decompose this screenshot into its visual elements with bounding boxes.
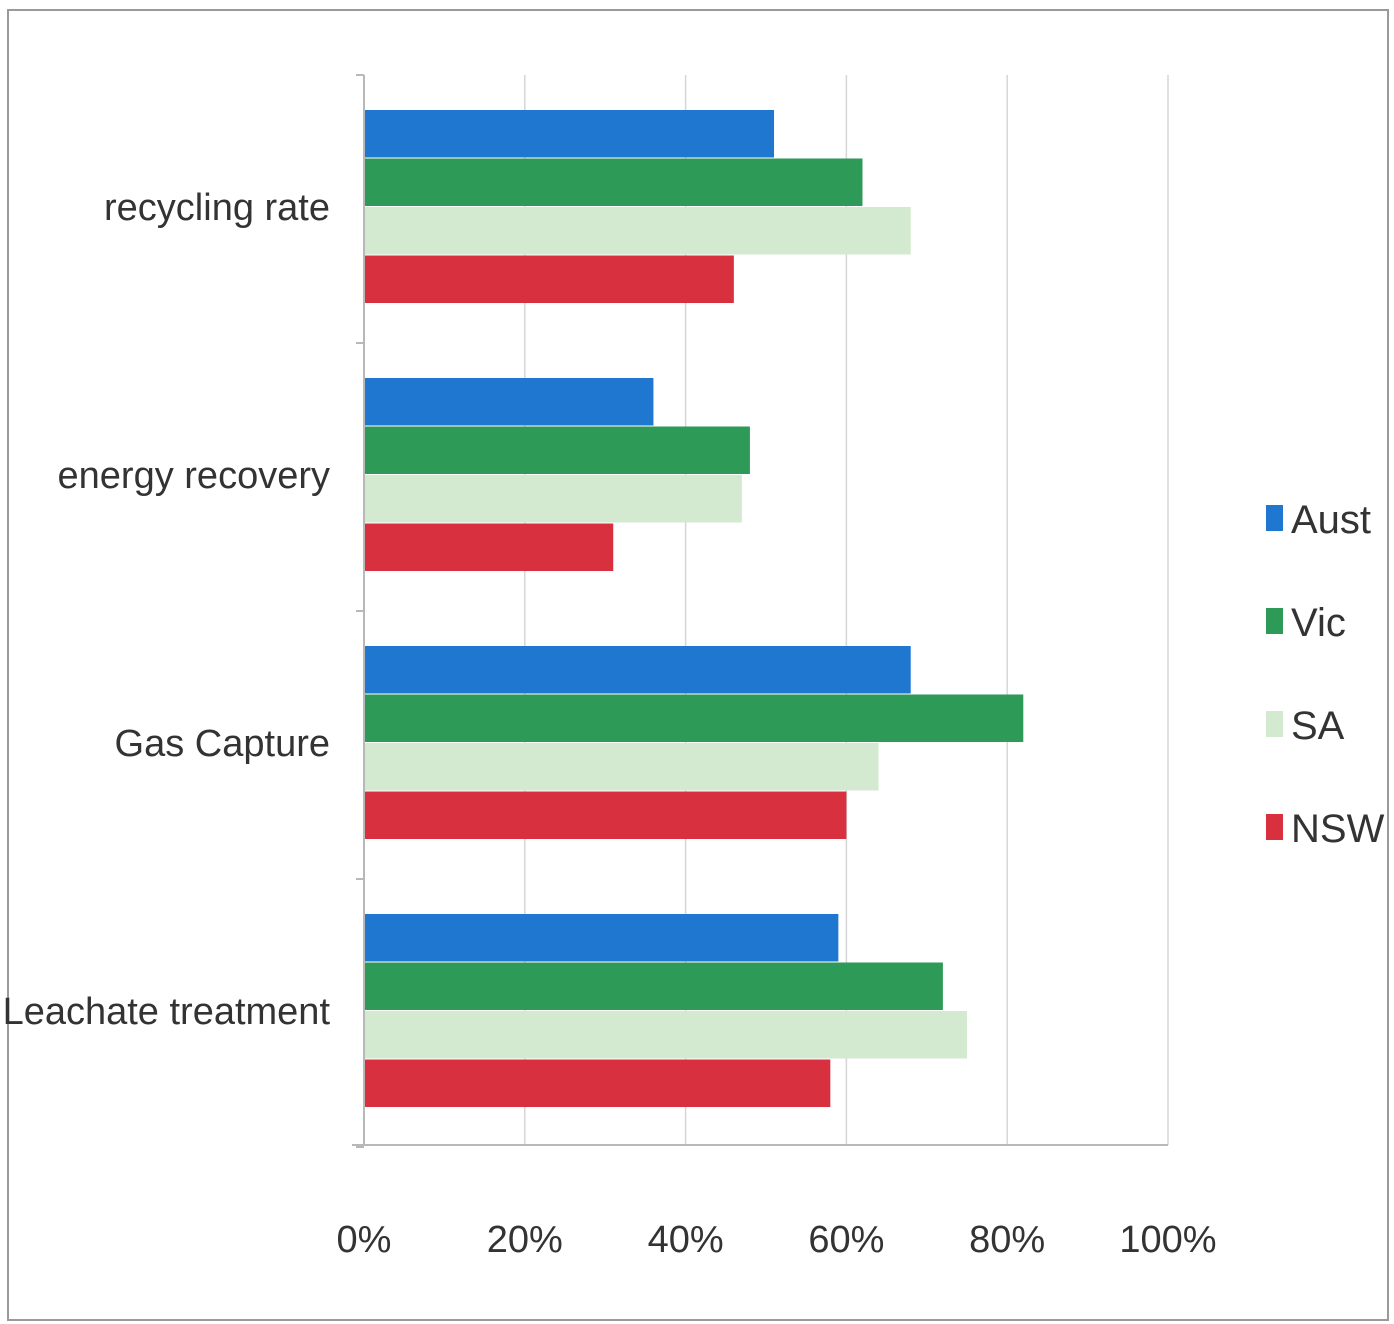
x-tick-labels: 0% 20% 40% 60% 80% 100% <box>337 1219 1217 1261</box>
bar-vic <box>364 962 943 1010</box>
x-tick-label: 60% <box>808 1219 884 1261</box>
x-tick-label: 100% <box>1119 1219 1216 1261</box>
bar-sa <box>364 1011 967 1059</box>
legend-label-sa: SA <box>1291 704 1345 748</box>
axes <box>352 74 1168 1148</box>
bar-nsw <box>364 791 847 839</box>
x-tick-label: 20% <box>487 1219 563 1261</box>
legend: Aust Vic SA NSW <box>1266 498 1385 851</box>
bar-vic <box>364 694 1024 742</box>
x-tick-label: 0% <box>337 1219 392 1261</box>
category-label: Gas Capture <box>115 723 330 765</box>
bar-nsw <box>364 1059 831 1107</box>
category-label: Leachate treatment <box>3 991 331 1033</box>
legend-swatch-vic <box>1266 608 1283 634</box>
x-tick-label: 40% <box>648 1219 724 1261</box>
legend-label-aust: Aust <box>1291 498 1371 542</box>
bar-sa <box>364 475 742 523</box>
legend-swatch-aust <box>1266 505 1283 531</box>
bar-nsw <box>364 255 734 303</box>
legend-swatch-sa <box>1266 711 1283 737</box>
bar-aust <box>364 378 654 426</box>
bar-aust <box>364 914 839 962</box>
bar-vic <box>364 426 750 474</box>
bar-sa <box>364 207 911 255</box>
bar-sa <box>364 743 879 791</box>
legend-label-vic: Vic <box>1291 601 1346 645</box>
bar-vic <box>364 158 863 206</box>
bar-nsw <box>364 523 614 571</box>
legend-swatch-nsw <box>1266 814 1283 840</box>
bar-aust <box>364 110 775 158</box>
bar-aust <box>364 646 911 694</box>
bars <box>364 110 1024 1107</box>
legend-label-nsw: NSW <box>1291 807 1385 851</box>
category-label: energy recovery <box>58 455 330 497</box>
category-label: recycling rate <box>104 187 330 229</box>
x-tick-label: 80% <box>969 1219 1045 1261</box>
category-labels: recycling rate energy recovery Gas Capture… <box>3 187 331 1033</box>
